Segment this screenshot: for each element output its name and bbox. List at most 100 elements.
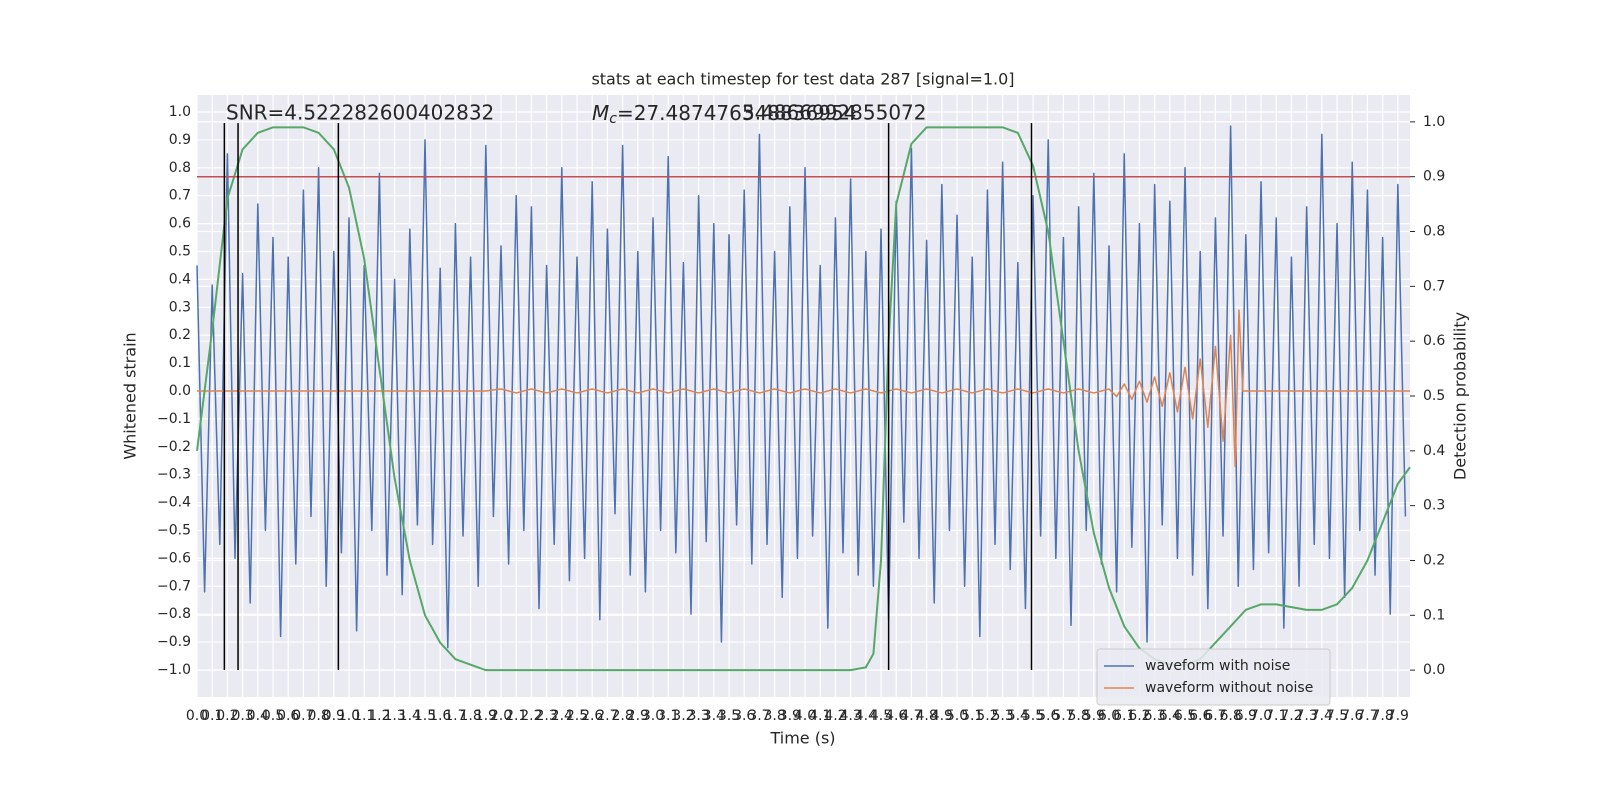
x-tick-label: 2.2 [520, 708, 542, 724]
x-tick-label: 5.3 [991, 708, 1013, 724]
x-tick-label: 3.2 [672, 708, 694, 724]
x-tick-label: 5.4 [1007, 708, 1029, 724]
x-tick-label: 1.1 [353, 708, 375, 724]
x-axis-label: Time (s) [769, 729, 835, 748]
x-tick-label: 5.8 [1067, 708, 1089, 724]
y-tick-label: −0.5 [157, 522, 191, 538]
y-tick-label: 0.7 [169, 188, 191, 204]
x-tick-label: 1.9 [475, 708, 497, 724]
x-tick-label: 1.0 [338, 708, 360, 724]
x-tick-label: 0.4 [247, 708, 269, 724]
y-tick-label: −0.9 [157, 634, 191, 650]
x-tick-label: 5.2 [976, 708, 998, 724]
x-tick-label: 6.4 [1159, 708, 1181, 724]
x-tick-label: 6.1 [1113, 708, 1135, 724]
y2-tick-label: 0.0 [1423, 662, 1445, 678]
x-tick-label: 6.2 [1128, 708, 1150, 724]
y-tick-label: 0.0 [169, 383, 191, 399]
x-tick-label: 4.2 [824, 708, 846, 724]
x-tick-label: 0.9 [323, 708, 345, 724]
x-tick-label: 2.0 [490, 708, 512, 724]
x-tick-label: 3.9 [779, 708, 801, 724]
y2-tick-label: 0.6 [1423, 333, 1445, 349]
x-tick-label: 7.9 [1387, 708, 1409, 724]
x-tick-label: 4.0 [794, 708, 816, 724]
chart-title: stats at each timestep for test data 287… [591, 70, 1014, 89]
x-tick-label: 4.6 [885, 708, 907, 724]
x-tick-label: 3.6 [733, 708, 755, 724]
x-tick-label: 2.6 [581, 708, 603, 724]
x-tick-label: 1.5 [414, 708, 436, 724]
y-tick-label: −0.6 [157, 550, 191, 566]
x-tick-label: 5.7 [1052, 708, 1074, 724]
x-tick-label: 5.6 [1037, 708, 1059, 724]
x-tick-label: 7.4 [1311, 708, 1333, 724]
y2-tick-label: 0.8 [1423, 224, 1445, 240]
x-tick-label: 6.6 [1189, 708, 1211, 724]
x-tick-label: 4.5 [870, 708, 892, 724]
y-tick-label: −0.2 [157, 439, 191, 455]
x-tick-label: 0.1 [201, 708, 223, 724]
x-tick-label: 2.1 [505, 708, 527, 724]
legend-label: waveform without noise [1145, 680, 1313, 696]
x-tick-label: 7.1 [1265, 708, 1287, 724]
x-tick-label: 4.9 [931, 708, 953, 724]
y-tick-label: −0.3 [157, 467, 191, 483]
y-axis-label: Whitened strain [121, 332, 140, 459]
y-tick-label: 0.5 [169, 243, 191, 259]
y-tick-label: −0.1 [157, 411, 191, 427]
y2-tick-label: 1.0 [1423, 114, 1445, 130]
y-tick-label: −0.4 [157, 495, 191, 511]
y-tick-label: 0.9 [169, 132, 191, 148]
y-tick-label: 0.4 [169, 271, 191, 287]
x-tick-label: 0.0 [186, 708, 208, 724]
x-tick-label: 2.9 [627, 708, 649, 724]
x-tick-label: 3.5 [718, 708, 740, 724]
x-tick-label: 6.0 [1098, 708, 1120, 724]
series-line [197, 309, 1410, 468]
x-tick-label: 7.8 [1372, 708, 1394, 724]
y2-tick-label: 0.3 [1423, 498, 1445, 514]
legend-box [1096, 648, 1331, 706]
series-line [196, 126, 1411, 672]
x-tick-label: 2.3 [535, 708, 557, 724]
x-tick-label: 2.7 [596, 708, 618, 724]
annotation: 5.4866992855072 [742, 101, 927, 125]
x-tick-label: 3.4 [703, 708, 725, 724]
annotation-subscript: c [609, 111, 617, 127]
x-tick-label: 7.2 [1280, 708, 1302, 724]
annotation-text: =27.487476348836954 [617, 101, 856, 125]
x-tick-label: 5.0 [946, 708, 968, 724]
x-tick-label: 0.6 [277, 708, 299, 724]
y2-axis-label: Detection probability [1451, 312, 1470, 480]
x-tick-label: 3.1 [657, 708, 679, 724]
x-tick-label: 4.8 [915, 708, 937, 724]
y-tick-label: 0.6 [169, 216, 191, 232]
y-tick-label: 0.3 [169, 299, 191, 315]
x-tick-label: 3.7 [748, 708, 770, 724]
x-tick-label: 4.1 [809, 708, 831, 724]
x-tick-label: 1.3 [383, 708, 405, 724]
x-tick-label: 0.2 [216, 708, 238, 724]
x-tick-label: 0.8 [307, 708, 329, 724]
x-tick-label: 6.7 [1204, 708, 1226, 724]
x-tick-label: 5.5 [1022, 708, 1044, 724]
y2-tick-label: 0.4 [1423, 443, 1445, 459]
x-tick-label: 1.4 [399, 708, 421, 724]
x-tick-label: 7.0 [1250, 708, 1272, 724]
x-tick-label: 3.8 [763, 708, 785, 724]
x-tick-label: 6.8 [1220, 708, 1242, 724]
x-tick-label: 7.7 [1356, 708, 1378, 724]
y-tick-label: 0.8 [169, 160, 191, 176]
x-tick-label: 1.7 [444, 708, 466, 724]
y-tick-label: 0.1 [169, 355, 191, 371]
x-tick-label: 0.3 [231, 708, 253, 724]
x-tick-label: 5.1 [961, 708, 983, 724]
x-tick-label: 0.7 [292, 708, 314, 724]
x-tick-label: 3.3 [687, 708, 709, 724]
x-tick-label: 7.6 [1341, 708, 1363, 724]
series-line [196, 125, 1407, 649]
y-tick-label: −0.8 [157, 606, 191, 622]
x-tick-label: 6.9 [1235, 708, 1257, 724]
